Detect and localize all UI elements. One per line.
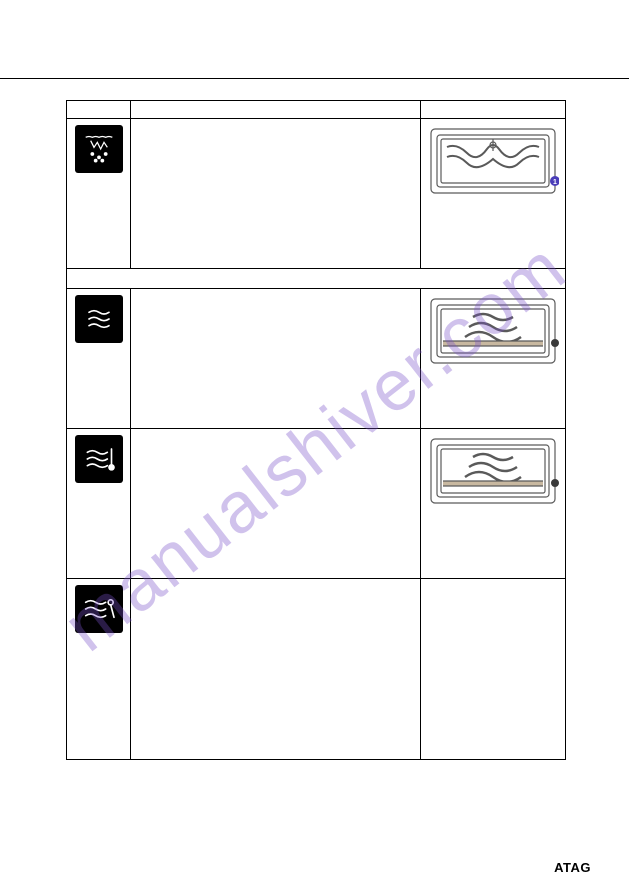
header-cell-icon [67, 101, 131, 118]
brand-logo: ATAG [554, 860, 591, 875]
table-row [67, 579, 565, 759]
oven-diagram-top-element: 1 [427, 125, 559, 197]
section-header-cell [67, 269, 565, 288]
cell-graphic [421, 429, 565, 578]
table-row [67, 429, 565, 579]
cell-desc [131, 119, 421, 268]
header-cell-desc [131, 101, 421, 118]
cell-graphic: 1 [421, 119, 565, 268]
horizontal-rule [0, 78, 629, 79]
cell-desc [131, 289, 421, 428]
header-cell-img [421, 101, 565, 118]
table-header-row [67, 101, 565, 119]
steam-temp-icon [75, 435, 123, 483]
oven-diagram-steam [427, 295, 559, 367]
descale-icon [75, 125, 123, 173]
cell-icon [67, 119, 131, 268]
steam-probe-icon [75, 585, 123, 633]
section-header-row [67, 269, 565, 289]
functions-table: 1 [66, 100, 566, 760]
cell-desc [131, 579, 421, 759]
table-row [67, 289, 565, 429]
cell-graphic [421, 289, 565, 428]
table-row: 1 [67, 119, 565, 269]
cell-icon [67, 429, 131, 578]
cell-icon [67, 289, 131, 428]
svg-text:1: 1 [553, 179, 557, 186]
oven-diagram-steam [427, 435, 559, 507]
cell-graphic [421, 579, 565, 759]
cell-desc [131, 429, 421, 578]
steam-icon [75, 295, 123, 343]
page-root: 1 [0, 0, 629, 893]
cell-icon [67, 579, 131, 759]
